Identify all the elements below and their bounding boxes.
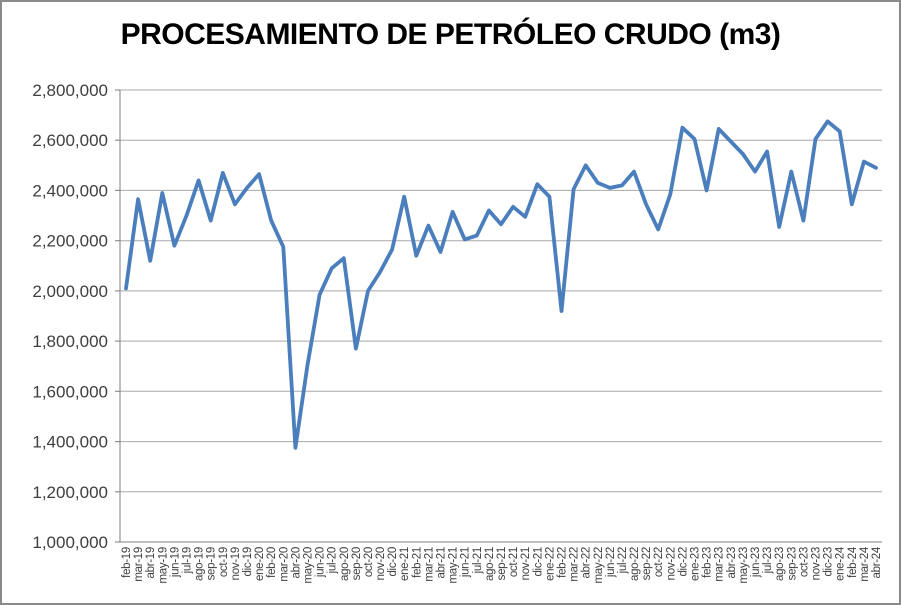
x-tick-label: feb-24 bbox=[847, 546, 859, 578]
x-tick-label: feb-20 bbox=[266, 547, 278, 578]
x-tick-label: dic-22 bbox=[677, 547, 689, 577]
x-tick-label: abr-23 bbox=[726, 547, 738, 578]
x-tick-label: dic-19 bbox=[242, 547, 254, 577]
x-tick-label: oct-19 bbox=[218, 547, 230, 577]
x-tick-label: jul-20 bbox=[327, 547, 339, 574]
x-tick-label: jul-22 bbox=[617, 547, 629, 574]
x-tick-label: jun-20 bbox=[315, 547, 327, 578]
x-tick-label: ago-22 bbox=[629, 547, 641, 581]
x-tick-label: mar-21 bbox=[423, 547, 435, 582]
x-tick-label: ago-21 bbox=[484, 547, 496, 581]
y-tick-label: 2,000,000 bbox=[32, 282, 108, 301]
x-tick-label: nov-21 bbox=[520, 547, 532, 580]
x-tick-label: ene-22 bbox=[544, 547, 556, 581]
x-tick-label: feb-21 bbox=[411, 547, 423, 578]
chart-title: PROCESAMIENTO DE PETRÓLEO CRUDO (m3) bbox=[120, 18, 781, 51]
x-tick-label: feb-22 bbox=[557, 547, 569, 578]
x-tick-label: oct-21 bbox=[508, 547, 520, 577]
x-tick-label: may-21 bbox=[448, 547, 460, 584]
x-tick-label: ago-19 bbox=[194, 547, 206, 581]
y-tick-label: 1,600,000 bbox=[32, 382, 108, 401]
x-tick-label: mar-24 bbox=[859, 546, 871, 582]
x-tick-label: jul-21 bbox=[472, 547, 484, 574]
x-tick-label: abr-20 bbox=[290, 547, 302, 578]
x-tick-label: sep-22 bbox=[641, 547, 653, 580]
x-tick-label: mar-19 bbox=[133, 547, 145, 582]
x-tick-label: feb-19 bbox=[121, 547, 133, 578]
x-tick-label: ene-24 bbox=[835, 546, 847, 581]
x-tick-label: sep-20 bbox=[351, 547, 363, 580]
x-tick-label: dic-20 bbox=[387, 547, 399, 577]
y-tick-label: 1,200,000 bbox=[32, 483, 108, 502]
x-tick-label: jul-19 bbox=[182, 547, 194, 574]
x-tick-label: sep-19 bbox=[206, 547, 218, 580]
x-tick-label: dic-21 bbox=[532, 547, 544, 577]
x-tick-label: may-19 bbox=[157, 547, 169, 584]
x-tick-label: ago-20 bbox=[339, 547, 351, 581]
data-series-line bbox=[124, 119, 878, 450]
x-tick-label: dic-23 bbox=[823, 547, 835, 577]
y-tick-label: 2,800,000 bbox=[32, 81, 108, 100]
x-tick-label: mar-20 bbox=[278, 547, 290, 582]
x-tick-label: may-23 bbox=[738, 547, 750, 584]
y-tick-label: 2,600,000 bbox=[32, 131, 108, 150]
x-tick-label: abr-21 bbox=[436, 547, 448, 578]
x-tick-label: nov-19 bbox=[230, 547, 242, 580]
y-tick-label: 2,200,000 bbox=[32, 232, 108, 251]
x-tick-label: nov-20 bbox=[375, 547, 387, 580]
x-tick-label: oct-20 bbox=[363, 547, 375, 577]
x-tick-label: jun-23 bbox=[750, 547, 762, 578]
x-tick-label: ene-21 bbox=[399, 547, 411, 581]
x-tick-label: abr-22 bbox=[581, 547, 593, 578]
x-tick-label: jun-22 bbox=[605, 547, 617, 578]
x-tick-label: nov-23 bbox=[811, 547, 823, 580]
x-tick-label: sep-23 bbox=[786, 547, 798, 580]
x-tick-label: may-22 bbox=[593, 547, 605, 584]
x-tick-label: oct-22 bbox=[653, 547, 665, 577]
y-tick-label: 1,400,000 bbox=[32, 433, 108, 452]
x-tick-label: ago-23 bbox=[774, 547, 786, 581]
x-tick-label: oct-23 bbox=[798, 547, 810, 577]
y-tick-label: 1,000,000 bbox=[32, 533, 108, 552]
x-tick-label: abr-19 bbox=[145, 547, 157, 578]
x-tick-label: jun-19 bbox=[169, 547, 181, 578]
x-tick-label: jul-23 bbox=[762, 547, 774, 574]
y-tick-label: 1,800,000 bbox=[32, 332, 108, 351]
x-tick-label: jun-21 bbox=[460, 547, 472, 578]
x-tick-label: abr-24 bbox=[871, 546, 883, 578]
x-tick-label: ene-20 bbox=[254, 547, 266, 581]
x-tick-label: mar-22 bbox=[569, 547, 581, 582]
x-tick-label: mar-23 bbox=[714, 547, 726, 582]
x-tick-label: feb-23 bbox=[702, 547, 714, 578]
x-tick-label: sep-21 bbox=[496, 547, 508, 580]
x-tick-label: ene-23 bbox=[690, 547, 702, 581]
x-tick-label: may-20 bbox=[303, 547, 315, 584]
x-tick-label: nov-22 bbox=[665, 547, 677, 580]
y-tick-label: 2,400,000 bbox=[32, 181, 108, 200]
